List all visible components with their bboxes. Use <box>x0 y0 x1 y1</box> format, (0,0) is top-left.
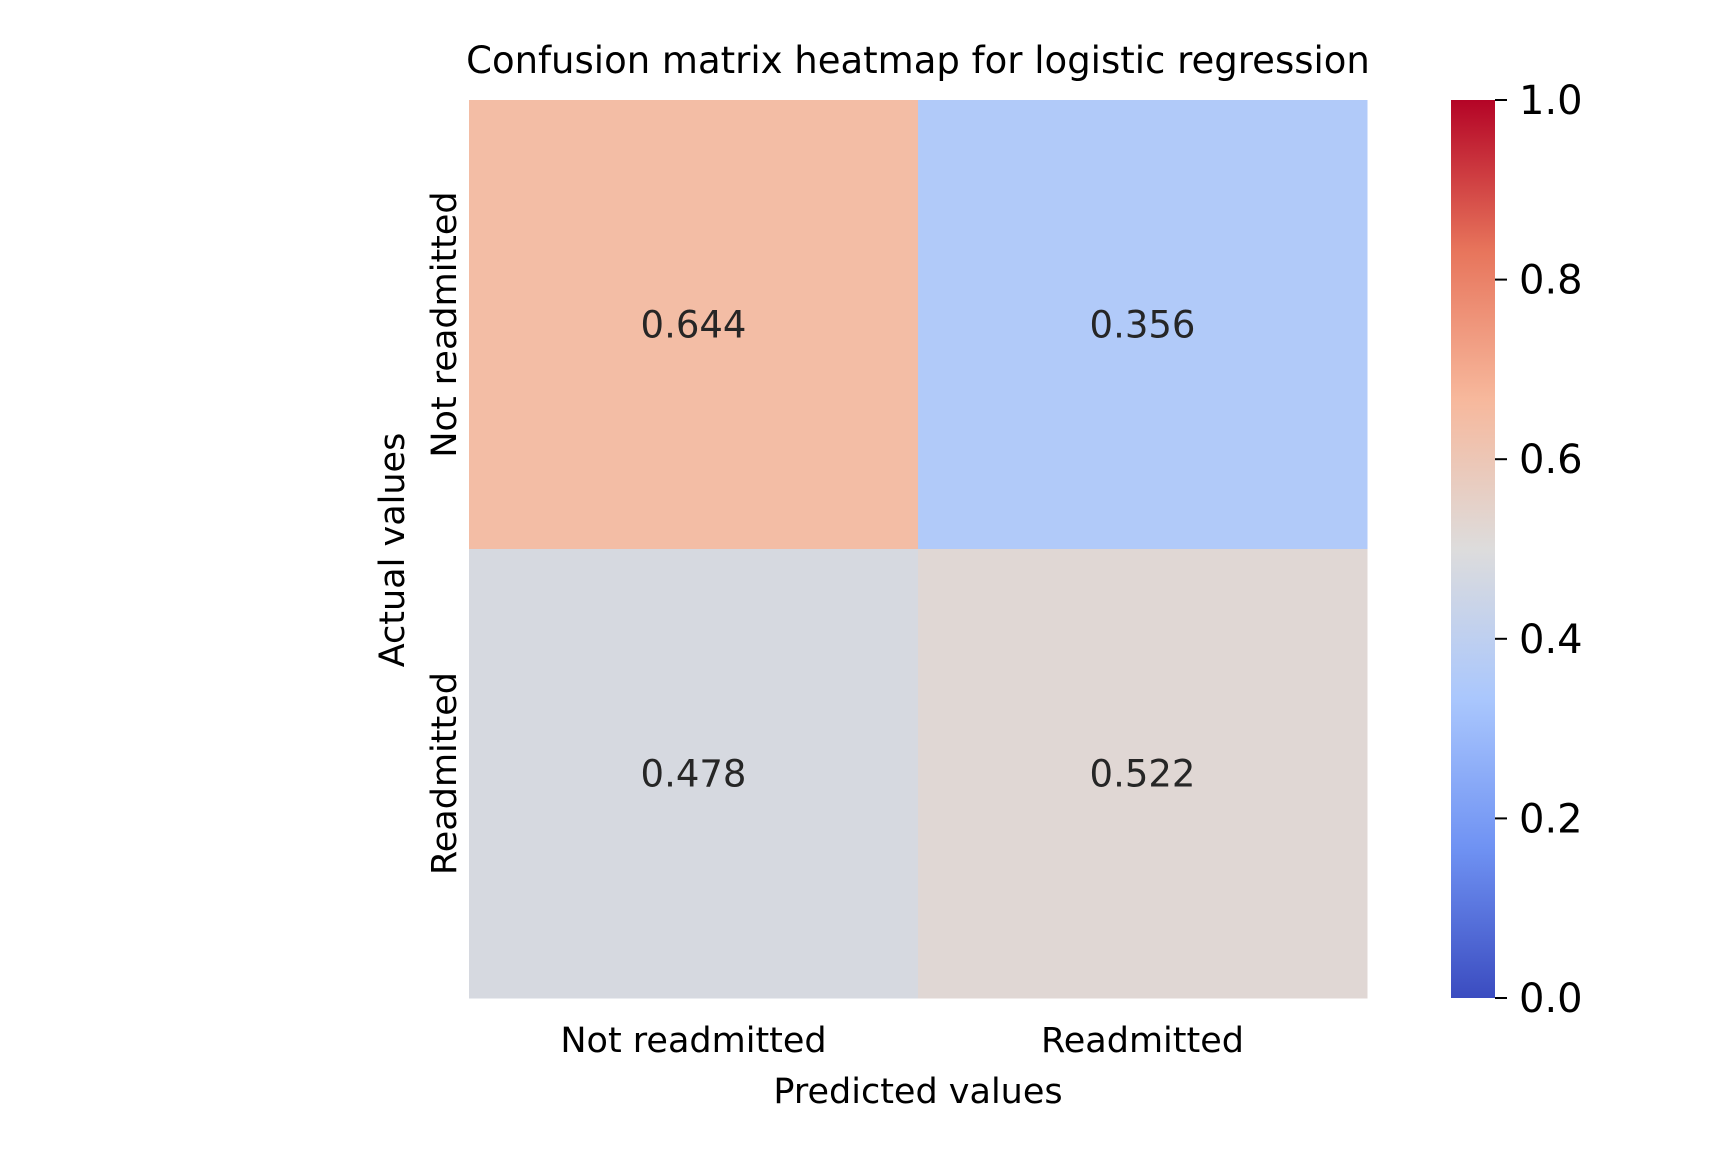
chart-title: Confusion matrix heatmap for logistic re… <box>466 39 1370 82</box>
heatmap-annotations: 0.644 0.356 0.478 0.522 <box>641 304 1196 796</box>
heatmap-cell <box>918 100 1368 550</box>
colorbar <box>1451 100 1495 998</box>
colorbar-tick-label: 1.0 <box>1519 78 1583 124</box>
x-axis-label: Predicted values <box>773 1072 1062 1112</box>
heatmap-cells <box>469 100 1368 999</box>
colorbar-tick-label: 0.2 <box>1519 796 1583 842</box>
colorbar-tick-label: 0.4 <box>1519 617 1583 663</box>
cell-value-label: 0.356 <box>1090 304 1196 347</box>
y-tick-label: Not readmitted <box>425 191 465 457</box>
x-tick-label: Not readmitted <box>560 1021 826 1061</box>
x-tick-labels: Not readmitted Readmitted <box>560 1021 1244 1061</box>
colorbar-tick-label: 0.0 <box>1519 976 1583 1022</box>
y-axis-label: Actual values <box>373 433 413 668</box>
cell-value-label: 0.478 <box>641 753 747 796</box>
heatmap-cell <box>918 549 1368 999</box>
y-tick-labels: Not readmitted Readmitted <box>425 191 465 875</box>
colorbar-tick-label: 0.8 <box>1519 258 1583 304</box>
y-tick-label: Readmitted <box>425 672 465 875</box>
colorbar-ticks: 0.0 0.2 0.4 0.6 0.8 1.0 <box>1495 78 1583 1022</box>
heatmap-cell <box>469 549 919 999</box>
heatmap-cell <box>469 100 919 550</box>
cell-value-label: 0.522 <box>1090 753 1196 796</box>
x-tick-label: Readmitted <box>1041 1021 1244 1061</box>
cell-value-label: 0.644 <box>641 304 747 347</box>
colorbar-tick-label: 0.6 <box>1519 437 1583 483</box>
